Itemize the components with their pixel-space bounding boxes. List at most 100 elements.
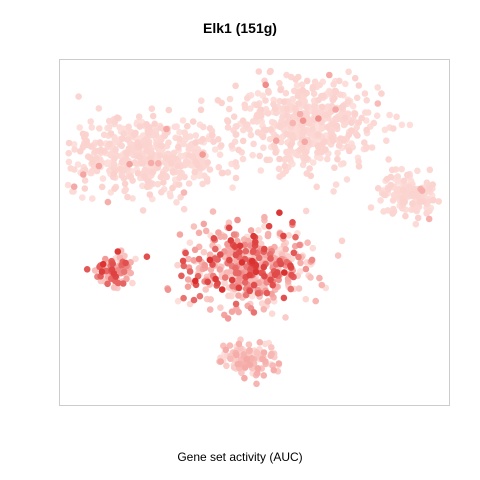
scatter-point <box>283 149 290 156</box>
scatter-point <box>427 167 434 174</box>
scatter-point <box>65 182 72 189</box>
scatter-point <box>106 141 113 148</box>
scatter-point <box>248 132 255 139</box>
scatter-point <box>82 177 89 184</box>
scatter-point <box>299 87 306 94</box>
scatter-point <box>182 250 189 257</box>
scatter-point <box>289 219 296 226</box>
scatter-point <box>82 185 89 192</box>
scatter-point <box>296 285 303 292</box>
scatter-point <box>217 358 224 365</box>
scatter-point <box>120 280 127 287</box>
scatter-point <box>235 309 242 316</box>
scatter-point <box>330 81 337 88</box>
scatter-point <box>415 215 422 222</box>
scatter-point <box>282 246 289 253</box>
scatter-point <box>204 159 211 166</box>
scatter-point <box>111 185 118 192</box>
scatter-point <box>185 283 192 290</box>
scatter-point <box>219 286 226 293</box>
scatter-point <box>388 182 395 189</box>
scatter-point <box>276 173 283 180</box>
scatter-point <box>331 95 338 102</box>
scatter-point <box>148 160 155 167</box>
scatter-point <box>310 84 317 91</box>
scatter-point <box>66 159 73 166</box>
scatter-point <box>319 282 326 289</box>
scatter-point <box>212 276 219 283</box>
scatter-point <box>175 144 182 151</box>
scatter-point <box>89 124 96 131</box>
scatter-point <box>336 78 343 85</box>
scatter-point <box>268 351 275 358</box>
scatter-point <box>386 112 393 119</box>
scatter-point <box>111 171 118 178</box>
scatter-point <box>112 136 119 143</box>
scatter-point <box>255 227 262 234</box>
scatter-point <box>248 227 255 234</box>
scatter-point <box>223 363 230 370</box>
scatter-point <box>104 281 111 288</box>
scatter-point <box>381 191 388 198</box>
scatter-point <box>251 282 258 289</box>
scatter-point <box>218 142 225 149</box>
scatter-point <box>215 229 222 236</box>
scatter-point <box>281 269 288 276</box>
scatter-point <box>115 248 122 255</box>
scatter-point <box>330 188 337 195</box>
scatter-point <box>331 164 338 171</box>
scatter-point <box>108 130 115 137</box>
scatter-point <box>365 109 372 116</box>
scatter-point <box>316 82 323 89</box>
scatter-point <box>263 157 270 164</box>
scatter-point <box>363 127 370 134</box>
scatter-point <box>374 84 381 91</box>
scatter-point <box>268 344 275 351</box>
scatter-point <box>354 95 361 102</box>
scatter-point <box>147 191 154 198</box>
scatter-point <box>96 163 103 170</box>
scatter-point <box>192 139 199 146</box>
scatter-point <box>276 156 283 163</box>
scatter-point <box>271 120 278 127</box>
scatter-point <box>277 87 284 94</box>
scatter-point <box>226 257 233 264</box>
scatter-point <box>119 136 126 143</box>
scatter-point <box>225 315 232 322</box>
scatter-point <box>228 237 235 244</box>
scatter-point <box>235 292 242 299</box>
scatter-point <box>255 365 262 372</box>
scatter-point <box>291 250 298 257</box>
scatter-point <box>384 176 391 183</box>
scatter-point <box>231 231 238 238</box>
scatter-point <box>287 142 294 149</box>
scatter-point <box>155 160 162 167</box>
scatter-point <box>244 95 251 102</box>
scatter-point <box>76 124 83 131</box>
scatter-point <box>174 262 181 269</box>
scatter-point <box>105 199 112 206</box>
scatter-point <box>199 151 206 158</box>
scatter-point <box>264 298 271 305</box>
scatter-point <box>334 156 341 163</box>
scatter-point <box>311 103 318 110</box>
scatter-point <box>255 68 262 75</box>
scatter-point <box>231 113 238 120</box>
scatter-point <box>207 306 214 313</box>
scatter-point <box>404 172 411 179</box>
scatter-point <box>292 234 299 241</box>
scatter-point <box>395 173 402 180</box>
scatter-point <box>297 111 304 118</box>
scatter-point <box>337 135 344 142</box>
scatter-point <box>162 154 169 161</box>
scatter-point <box>335 252 342 259</box>
scatter-point <box>267 69 274 76</box>
scatter-point <box>251 309 258 316</box>
scatter-point <box>207 296 214 303</box>
scatter-point <box>307 274 314 281</box>
scatter-point <box>99 184 106 191</box>
scatter-point <box>265 110 272 117</box>
scatter-point <box>261 372 268 379</box>
scatter-point <box>319 141 326 148</box>
scatter-point <box>173 199 180 206</box>
